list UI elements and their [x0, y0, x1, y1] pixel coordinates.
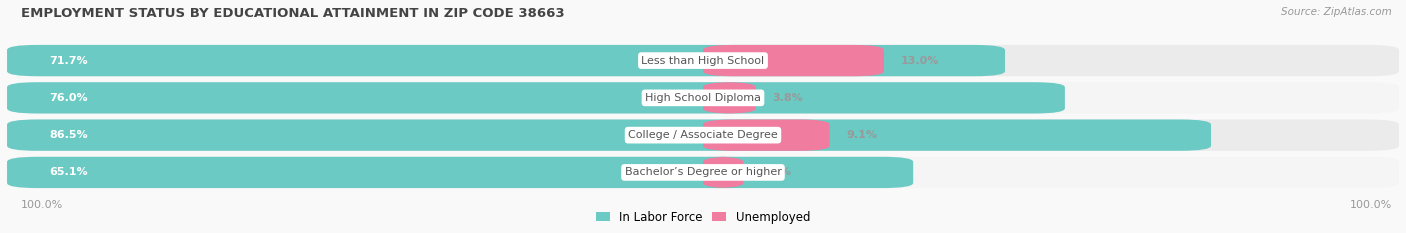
FancyBboxPatch shape: [7, 45, 1399, 76]
Text: 9.1%: 9.1%: [846, 130, 877, 140]
Text: 3.8%: 3.8%: [773, 93, 803, 103]
Text: 86.5%: 86.5%: [49, 130, 87, 140]
Legend: In Labor Force, Unemployed: In Labor Force, Unemployed: [592, 207, 814, 227]
Text: 71.7%: 71.7%: [49, 56, 87, 65]
FancyBboxPatch shape: [703, 82, 756, 113]
Text: 65.1%: 65.1%: [49, 168, 87, 177]
Text: 13.0%: 13.0%: [901, 56, 939, 65]
FancyBboxPatch shape: [7, 157, 1399, 188]
Text: Less than High School: Less than High School: [641, 56, 765, 65]
FancyBboxPatch shape: [7, 120, 1399, 151]
Text: 100.0%: 100.0%: [21, 200, 63, 210]
FancyBboxPatch shape: [7, 45, 1005, 76]
FancyBboxPatch shape: [703, 157, 744, 188]
FancyBboxPatch shape: [703, 120, 830, 151]
Text: College / Associate Degree: College / Associate Degree: [628, 130, 778, 140]
Text: 2.9%: 2.9%: [761, 168, 792, 177]
FancyBboxPatch shape: [7, 82, 1064, 113]
Text: Bachelor’s Degree or higher: Bachelor’s Degree or higher: [624, 168, 782, 177]
Text: High School Diploma: High School Diploma: [645, 93, 761, 103]
Text: EMPLOYMENT STATUS BY EDUCATIONAL ATTAINMENT IN ZIP CODE 38663: EMPLOYMENT STATUS BY EDUCATIONAL ATTAINM…: [21, 7, 565, 20]
FancyBboxPatch shape: [7, 157, 912, 188]
Text: 76.0%: 76.0%: [49, 93, 87, 103]
Text: 100.0%: 100.0%: [1350, 200, 1392, 210]
Text: Source: ZipAtlas.com: Source: ZipAtlas.com: [1281, 7, 1392, 17]
FancyBboxPatch shape: [7, 120, 1211, 151]
FancyBboxPatch shape: [703, 45, 884, 76]
FancyBboxPatch shape: [7, 82, 1399, 113]
